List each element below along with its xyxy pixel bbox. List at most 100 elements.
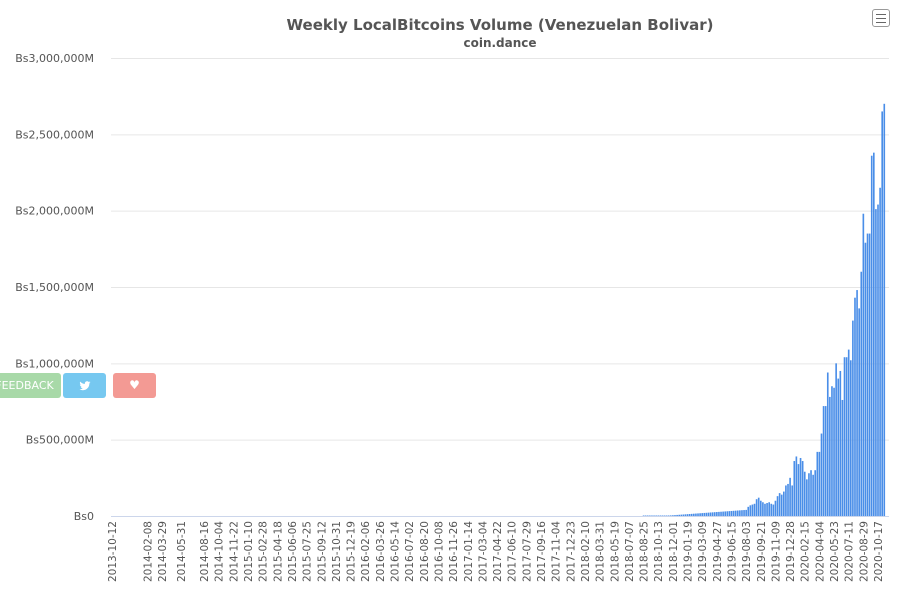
bar[interactable] xyxy=(672,515,674,516)
bar[interactable] xyxy=(669,515,672,516)
bar[interactable] xyxy=(854,297,856,516)
bar[interactable] xyxy=(707,512,710,516)
bar[interactable] xyxy=(870,155,873,516)
bar[interactable] xyxy=(795,456,798,516)
bar[interactable] xyxy=(730,510,733,516)
bar[interactable] xyxy=(783,491,785,516)
bar[interactable] xyxy=(718,511,720,516)
bar[interactable] xyxy=(680,514,683,516)
bar[interactable] xyxy=(728,511,731,516)
bar[interactable] xyxy=(818,451,821,516)
bar[interactable] xyxy=(743,510,745,516)
bar[interactable] xyxy=(716,512,718,516)
bar[interactable] xyxy=(826,372,829,516)
bar[interactable] xyxy=(711,512,714,516)
bar[interactable] xyxy=(868,233,871,517)
bar[interactable] xyxy=(749,505,752,516)
bar[interactable] xyxy=(661,515,664,517)
bar[interactable] xyxy=(877,204,879,516)
bar[interactable] xyxy=(843,357,846,516)
bar[interactable] xyxy=(688,514,691,516)
bar[interactable] xyxy=(774,500,777,516)
bars[interactable] xyxy=(642,103,886,517)
bar[interactable] xyxy=(697,513,699,516)
bar[interactable] xyxy=(720,511,722,516)
bar[interactable] xyxy=(847,349,850,516)
bar[interactable] xyxy=(734,510,737,516)
bar[interactable] xyxy=(755,499,758,516)
bar[interactable] xyxy=(856,290,858,516)
bar[interactable] xyxy=(864,242,867,516)
bar[interactable] xyxy=(709,512,712,516)
bar[interactable] xyxy=(785,485,787,516)
bar[interactable] xyxy=(858,308,860,516)
bar[interactable] xyxy=(812,474,814,516)
bar[interactable] xyxy=(875,209,877,516)
bar[interactable] xyxy=(678,514,680,516)
bar[interactable] xyxy=(829,396,831,516)
bar[interactable] xyxy=(852,320,854,516)
bar[interactable] xyxy=(653,515,655,517)
bar[interactable] xyxy=(657,515,660,517)
bar[interactable] xyxy=(726,511,729,516)
bar[interactable] xyxy=(651,515,653,517)
bar[interactable] xyxy=(803,471,806,516)
bar[interactable] xyxy=(703,512,706,516)
bar[interactable] xyxy=(860,271,863,516)
bar[interactable] xyxy=(831,386,833,516)
bar[interactable] xyxy=(797,464,800,516)
bar[interactable] xyxy=(820,433,823,516)
bar[interactable] xyxy=(845,357,848,516)
bar[interactable] xyxy=(810,470,812,516)
bar[interactable] xyxy=(776,496,779,516)
bar[interactable] xyxy=(642,515,645,517)
bar[interactable] xyxy=(663,515,666,517)
chart-menu-button[interactable] xyxy=(872,9,890,27)
bar[interactable] xyxy=(757,497,760,516)
bar[interactable] xyxy=(724,511,727,516)
bar[interactable] xyxy=(751,504,754,516)
bar[interactable] xyxy=(824,406,827,516)
bar[interactable] xyxy=(762,502,764,516)
bar[interactable] xyxy=(778,493,781,516)
bar[interactable] xyxy=(739,510,741,516)
bar[interactable] xyxy=(837,378,840,516)
bar[interactable] xyxy=(839,370,842,516)
bar[interactable] xyxy=(787,483,789,516)
bar[interactable] xyxy=(866,233,869,517)
bar[interactable] xyxy=(772,504,775,516)
bar[interactable] xyxy=(676,514,678,516)
bar[interactable] xyxy=(649,515,651,517)
bar[interactable] xyxy=(766,503,768,516)
bar[interactable] xyxy=(814,470,817,516)
bar[interactable] xyxy=(690,513,693,516)
bar[interactable] xyxy=(732,510,735,516)
bar[interactable] xyxy=(822,406,825,516)
feedback-button[interactable]: FEEDBACK xyxy=(0,373,61,398)
bar[interactable] xyxy=(768,502,770,516)
bar[interactable] xyxy=(655,515,657,517)
bar[interactable] xyxy=(764,503,766,516)
bar[interactable] xyxy=(705,512,708,516)
bar[interactable] xyxy=(872,152,875,517)
bar[interactable] xyxy=(835,363,837,516)
bar[interactable] xyxy=(879,187,881,516)
bar[interactable] xyxy=(808,473,810,516)
bar[interactable] xyxy=(780,494,783,516)
bar[interactable] xyxy=(695,513,697,516)
heart-button[interactable]: ♥ xyxy=(113,373,156,398)
bar[interactable] xyxy=(849,360,852,516)
bar[interactable] xyxy=(667,515,670,516)
bar[interactable] xyxy=(659,515,662,517)
bar[interactable] xyxy=(862,213,865,516)
bar[interactable] xyxy=(713,512,716,516)
bar[interactable] xyxy=(801,461,804,516)
bar[interactable] xyxy=(684,514,687,516)
twitter-button[interactable] xyxy=(63,373,106,398)
bar[interactable] xyxy=(759,500,762,516)
bar[interactable] xyxy=(816,451,819,516)
bar[interactable] xyxy=(833,387,835,516)
bar[interactable] xyxy=(682,514,685,516)
bar[interactable] xyxy=(791,485,794,516)
bar[interactable] xyxy=(722,511,724,516)
